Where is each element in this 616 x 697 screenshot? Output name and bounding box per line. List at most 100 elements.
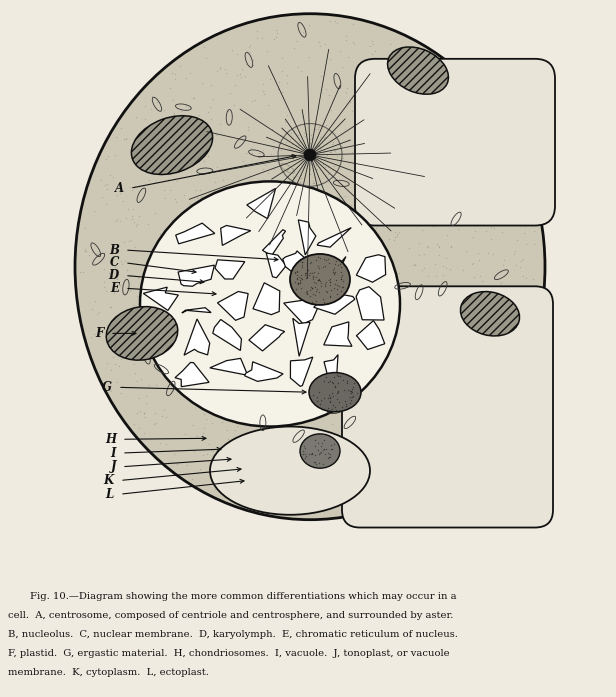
- Point: [132, 290, 142, 301]
- Point: [349, 378, 359, 389]
- Point: [330, 15, 340, 26]
- Point: [485, 326, 495, 337]
- Point: [208, 459, 218, 470]
- Point: [305, 164, 315, 175]
- Point: [292, 421, 302, 432]
- Point: [293, 129, 303, 140]
- Point: [436, 364, 446, 375]
- Point: [517, 199, 527, 210]
- Point: [293, 277, 302, 289]
- Point: [155, 229, 164, 240]
- Point: [296, 282, 306, 293]
- Point: [214, 365, 224, 376]
- Point: [329, 372, 339, 383]
- Point: [392, 83, 402, 94]
- Point: [224, 195, 234, 206]
- Point: [485, 281, 495, 292]
- Point: [118, 352, 128, 363]
- Point: [524, 336, 533, 347]
- Point: [172, 176, 182, 187]
- Point: [257, 33, 267, 44]
- Point: [307, 355, 317, 367]
- Point: [310, 277, 320, 289]
- Point: [257, 79, 267, 90]
- Point: [426, 448, 436, 459]
- Point: [216, 448, 225, 459]
- Point: [314, 436, 324, 447]
- Point: [336, 370, 346, 381]
- Polygon shape: [293, 319, 310, 356]
- Point: [192, 430, 202, 441]
- Point: [243, 125, 253, 136]
- Point: [381, 249, 391, 260]
- Point: [235, 68, 245, 79]
- Point: [485, 185, 495, 196]
- Point: [288, 464, 298, 475]
- Point: [419, 263, 429, 274]
- Point: [295, 275, 305, 286]
- Point: [148, 242, 158, 253]
- Point: [184, 374, 194, 385]
- Point: [479, 381, 488, 392]
- Point: [448, 328, 458, 339]
- Point: [434, 149, 444, 160]
- Point: [322, 120, 331, 131]
- Point: [299, 337, 309, 348]
- Point: [469, 362, 479, 374]
- Point: [259, 89, 269, 100]
- Point: [212, 162, 222, 173]
- Point: [316, 70, 326, 81]
- Point: [509, 248, 519, 259]
- Point: [354, 131, 363, 142]
- Point: [312, 123, 322, 135]
- Point: [302, 157, 312, 168]
- Point: [317, 224, 327, 236]
- Point: [169, 253, 179, 264]
- Point: [234, 197, 244, 208]
- Ellipse shape: [387, 47, 448, 94]
- Point: [421, 388, 431, 399]
- Point: [332, 284, 342, 295]
- Point: [310, 289, 320, 300]
- Point: [277, 200, 287, 211]
- Point: [351, 269, 361, 280]
- Point: [102, 179, 112, 190]
- Point: [356, 153, 366, 164]
- Point: [208, 445, 218, 457]
- Point: [267, 123, 277, 135]
- Point: [463, 374, 472, 385]
- Point: [241, 59, 251, 70]
- Point: [185, 68, 195, 79]
- Point: [325, 397, 335, 408]
- Point: [312, 283, 322, 294]
- Point: [316, 395, 326, 406]
- Point: [131, 145, 140, 156]
- Point: [211, 367, 221, 378]
- Point: [241, 147, 251, 158]
- Point: [487, 410, 496, 421]
- Point: [370, 55, 380, 66]
- Point: [327, 139, 337, 150]
- Point: [400, 89, 410, 100]
- Point: [431, 270, 440, 281]
- Point: [270, 378, 280, 390]
- Point: [236, 397, 246, 408]
- Point: [310, 171, 320, 182]
- Point: [246, 254, 256, 265]
- Point: [348, 18, 358, 29]
- Point: [284, 432, 294, 443]
- Point: [285, 403, 294, 414]
- Point: [432, 238, 442, 249]
- Point: [187, 473, 197, 484]
- Point: [199, 41, 209, 52]
- Point: [106, 385, 116, 397]
- Point: [314, 36, 323, 47]
- Point: [264, 167, 274, 178]
- Point: [263, 99, 273, 110]
- Point: [299, 143, 309, 154]
- Point: [259, 291, 269, 302]
- Point: [381, 408, 391, 419]
- Point: [474, 413, 484, 424]
- Point: [205, 101, 214, 112]
- Point: [492, 323, 502, 334]
